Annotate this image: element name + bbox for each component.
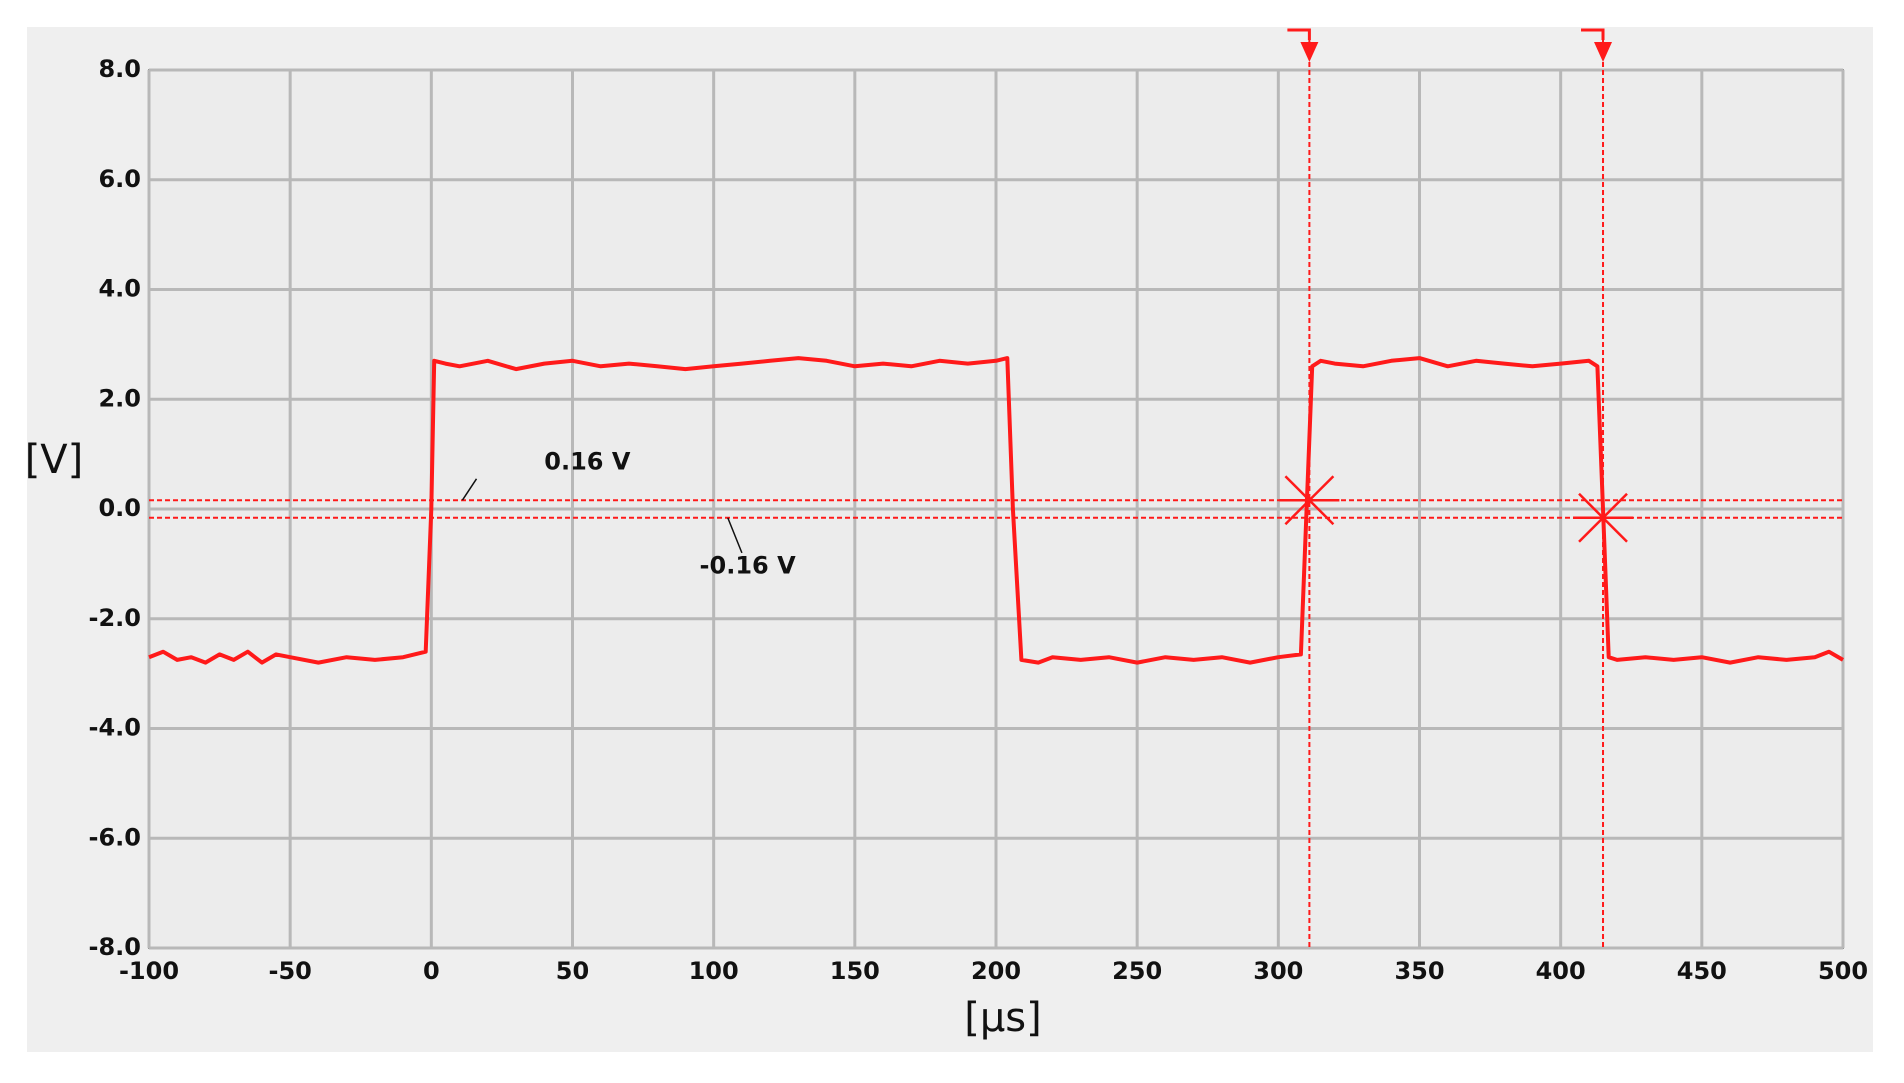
x-tick-label: 0 bbox=[423, 957, 440, 985]
cursor-arrow bbox=[1594, 42, 1613, 62]
x-tick-label: -50 bbox=[268, 957, 311, 985]
x-tick-label: 500 bbox=[1818, 957, 1868, 985]
leader-line bbox=[461, 478, 478, 501]
cursor-flag bbox=[1287, 28, 1311, 40]
grid bbox=[147, 68, 1845, 950]
threshold-label: -0.16 V bbox=[700, 552, 797, 580]
y-tick-label: -6.0 bbox=[89, 823, 141, 851]
cursor-arrow bbox=[1300, 42, 1319, 62]
y-tick-label: 2.0 bbox=[98, 384, 141, 412]
x-axis-label: [µs] bbox=[964, 995, 1042, 1041]
x-tick-label: 450 bbox=[1677, 957, 1727, 985]
x-tick-label: 350 bbox=[1394, 957, 1444, 985]
x-tick-label: 200 bbox=[971, 957, 1021, 985]
y-tick-label: -4.0 bbox=[89, 714, 141, 742]
y-tick-label: -8.0 bbox=[89, 933, 141, 961]
x-tick-label: 50 bbox=[556, 957, 589, 985]
y-tick-label: 4.0 bbox=[98, 275, 141, 303]
y-axis-label: [V] bbox=[25, 437, 84, 483]
y-tick-label: 0.0 bbox=[98, 494, 141, 522]
x-tick-label: -100 bbox=[119, 957, 179, 985]
x-tick-label: 300 bbox=[1253, 957, 1303, 985]
x-tick-label: 400 bbox=[1536, 957, 1586, 985]
cursor-flag bbox=[1581, 28, 1605, 40]
x-tick-label: 150 bbox=[830, 957, 880, 985]
y-tick-label: 8.0 bbox=[98, 55, 141, 83]
overlay: 0.16 V -0.16 V bbox=[148, 28, 1845, 948]
x-tick-label: 250 bbox=[1112, 957, 1162, 985]
y-tick-label: 6.0 bbox=[98, 165, 141, 193]
threshold-label: 0.16 V bbox=[544, 447, 631, 475]
x-tick-label: 100 bbox=[689, 957, 739, 985]
crossing-marker bbox=[1279, 475, 1340, 526]
y-tick-label: -2.0 bbox=[89, 604, 141, 632]
trace bbox=[148, 356, 1845, 665]
leader-line bbox=[727, 517, 743, 554]
